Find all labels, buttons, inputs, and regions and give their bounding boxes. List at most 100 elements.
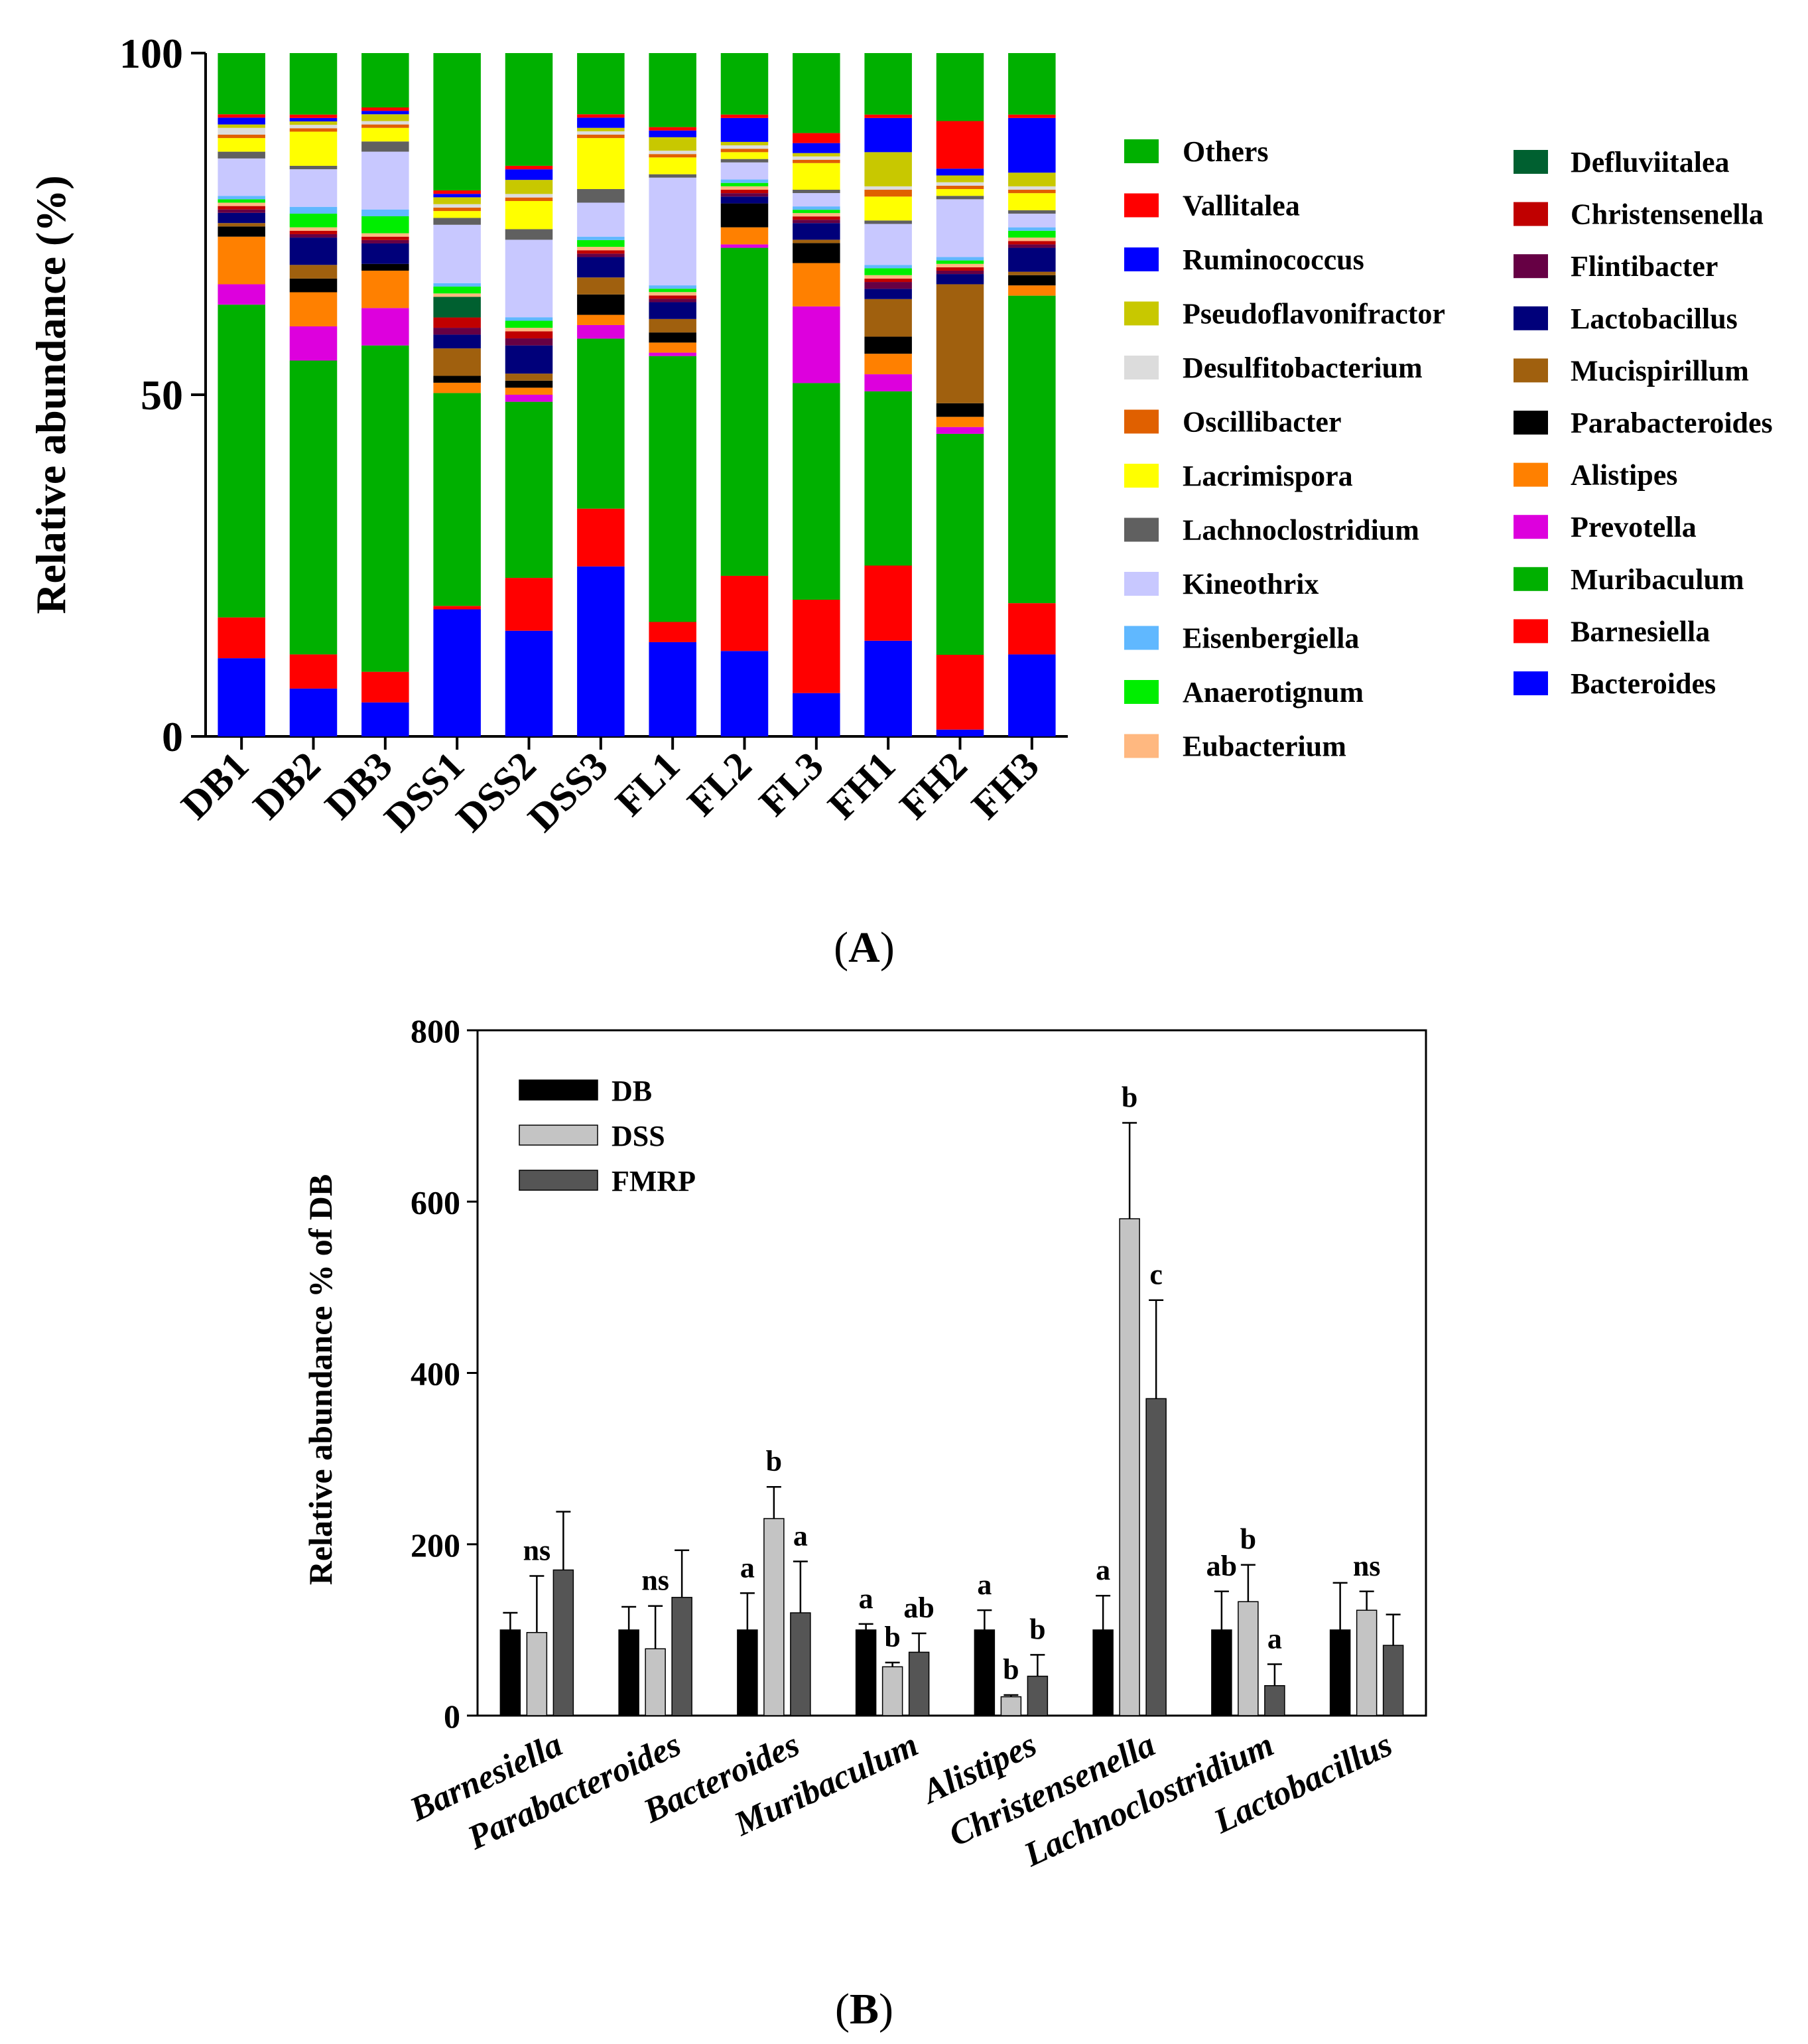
a-bar-segment-barnesiella [361,671,409,703]
a-bar-segment-parabacteroides [361,263,409,271]
a-legend-label: Vallitalea [1183,190,1300,222]
a-bar-segment-lachnoclostridium [1008,210,1056,214]
a-bar-segment-anaerotignum [793,210,840,214]
a-legend-swatch-christensenella [1514,202,1548,226]
a-bar-segment-muribaculum [361,345,409,672]
b-significance-label: a [1267,1623,1282,1655]
a-bar-segment-christensenella [649,295,696,299]
a-bar-segment-kineothrix [793,193,840,207]
a-bar-segment-alistipes [505,387,553,395]
a-bar-segment-christensenella [864,278,912,283]
a-bar-segment-others [864,53,912,115]
a-y-tick-label: 50 [141,372,183,419]
a-bar-segment-ruminococcus [218,117,265,125]
a-bar-segment-oscillibacter [864,190,912,197]
a-bar-segment-eubacterium [433,293,481,297]
b-significance-label: a [977,1568,992,1601]
a-bar-segment-ruminococcus [505,169,553,180]
b-bar-dss [526,1631,548,1716]
a-bar-segment-alistipes [720,227,769,245]
b-legend-swatch-dss [519,1124,598,1146]
a-bar-segment-desulfitobacterium [505,194,553,198]
a-bar-segment-vallitalea [649,127,696,131]
a-legend-swatch-eubacterium [1124,734,1159,758]
b-bar-db [1092,1629,1114,1716]
a-bar-segment-parabacteroides [864,336,912,354]
b-y-axis-title: Relative abundance % of DB [302,1174,339,1585]
a-legend-swatch-prevotella [1514,515,1548,539]
a-legend-label: Defluviitalea [1571,146,1730,178]
a-bar-segment-eisenbergiella [936,257,984,261]
a-bar-segment-anaerotignum [433,286,481,294]
b-significance-label: a [859,1582,873,1615]
a-legend-swatch-parabacteroides [1514,411,1548,435]
a-bar-segment-eubacterium [720,186,769,190]
a-bar-segment-others [720,53,769,115]
a-bar-segment-lacrimispora [289,131,338,166]
a-bar-segment-muribaculum [793,383,840,600]
a-bar-segment-barnesiella [793,600,840,693]
a-bar-segment-mucispirillum [218,223,265,227]
b-bar-dss [1000,1696,1022,1716]
a-bar-segment-eubacterium [505,328,553,332]
a-bar-segment-barnesiella [505,578,553,631]
a-legend-swatch-oscillibacter [1124,409,1159,434]
a-bar-segment-lactobacillus [864,289,912,299]
a-bar-segment-prevotella [720,244,769,248]
a-bar-segment-oscillibacter [433,207,481,212]
a-legend-swatch-lachnoclostridium [1124,517,1159,542]
b-bar-fmrp [552,1569,574,1716]
a-x-tick-label: FH3 [963,744,1047,828]
a-bar-segment-pseudoflavonifractor [720,141,769,146]
b-bar-db [499,1629,521,1716]
a-bar-segment-lachnoclostridium [649,174,696,178]
a-bar-segment-mucispirillum [433,348,481,376]
a-bar-segment-lacrimispora [577,138,625,189]
a-x-tick-label: FL1 [607,744,688,825]
a-bar-segment-others [218,53,265,115]
a-bar-segment-parabacteroides [793,243,840,263]
a-bar-segment-mucispirillum [864,299,912,337]
a-bar-segment-lactobacillus [361,243,409,264]
a-bar-segment-kineothrix [289,169,338,207]
a-bar-segment-flintibacter [793,220,840,224]
b-significance-label: ns [523,1534,551,1567]
panel-b-caption: (B) [835,1985,893,2033]
a-bar-segment-eisenbergiella [289,206,338,214]
a-bar-segment-ruminococcus [649,130,696,137]
b-significance-label: a [740,1551,755,1584]
a-bar-segment-others [505,53,553,166]
a-bar-segment-ruminococcus [720,117,769,142]
a-bar-segment-pseudoflavonifractor [433,197,481,204]
a-bar-segment-desulfitobacterium [864,186,912,190]
a-bar-segment-pseudoflavonifractor [577,127,625,131]
b-bar-fmrp [790,1612,811,1716]
a-bar-segment-lacrimispora [218,138,265,152]
a-bar-segment-anaerotignum [577,239,625,247]
a-bar-segment-bacteroides [505,630,553,736]
a-x-tick-label: FL3 [751,744,832,825]
a-bar-segment-muribaculum [649,356,696,622]
a-bar-segment-prevotella [505,395,553,402]
a-legend-swatch-others [1124,139,1159,163]
a-bar-segment-pseudoflavonifractor [218,124,265,128]
a-bar-segment-eisenbergiella [218,196,265,200]
a-bar-segment-parabacteroides [1008,275,1056,286]
a-bar-segment-others [577,53,625,115]
a-bar-segment-eubacterium [649,292,696,296]
a-bar-segment-desulfitobacterium [289,125,338,129]
b-significance-label: ab [903,1592,934,1624]
a-bar-segment-lachnoclostridium [218,151,265,159]
a-bar-segment-lactobacillus [289,238,338,265]
a-bar-segment-barnesiella [649,622,696,642]
a-bar-segment-vallitalea [361,107,409,111]
a-bar-segment-lactobacillus [793,223,840,240]
a-bar-segment-lacrimispora [433,211,481,218]
a-bar-segment-ruminococcus [577,117,625,128]
a-bar-segment-lachnoclostridium [289,165,338,170]
b-bar-db [855,1629,877,1716]
a-bar-segment-eubacterium [936,263,984,267]
